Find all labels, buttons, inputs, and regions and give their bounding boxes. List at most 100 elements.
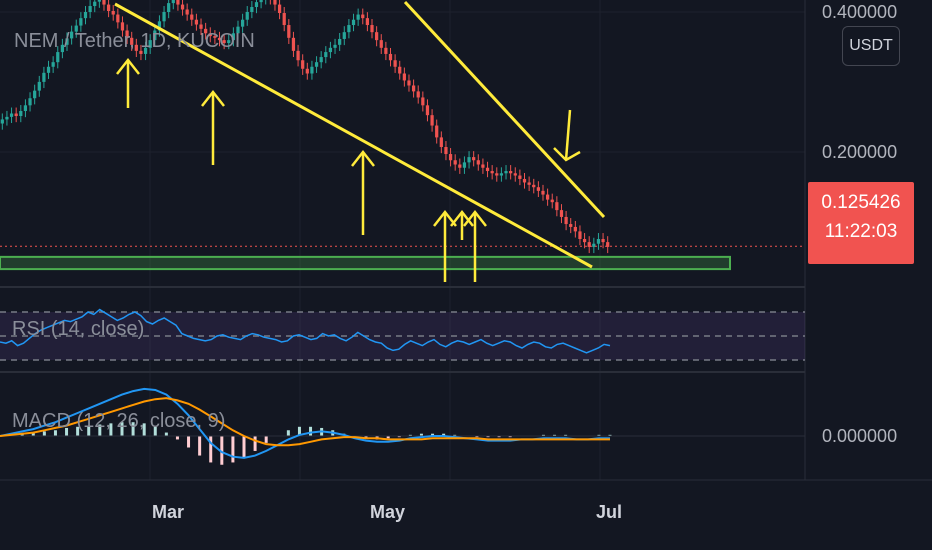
arrow-head-5 (463, 209, 487, 227)
candle-body-112 (518, 175, 522, 179)
candle-body-79 (365, 18, 370, 26)
candle-body-2 (9, 113, 14, 117)
symbol-label[interactable]: NEM / Tether, 1D, KUCOIN (14, 30, 255, 52)
trendline-upper (403, 0, 606, 219)
candle-body-21 (97, 0, 101, 2)
candle-body-110 (509, 171, 513, 174)
arrow-head-2 (351, 149, 375, 167)
candle-body-45 (208, 33, 212, 37)
candle-body-96 (444, 147, 448, 155)
candle-body-73 (338, 38, 342, 45)
candle-body-66 (305, 68, 309, 74)
x-tick-mar: Mar (152, 502, 185, 522)
candle-body-18 (83, 12, 88, 19)
candle-body-7 (33, 90, 37, 99)
arrow-head-3 (433, 209, 457, 227)
candle-body-128 (592, 243, 596, 247)
price-tick-0: 0.400000 (822, 2, 898, 22)
candle-body-30 (139, 50, 143, 54)
arrow-head-6 (553, 147, 581, 162)
candle-body-23 (106, 4, 111, 11)
candle-body-53 (245, 12, 249, 20)
candle-body-11 (51, 62, 55, 67)
arrow-head-1 (201, 89, 225, 107)
arrow-shaft-6 (564, 109, 572, 161)
candle-body-60 (277, 4, 282, 14)
candle-body-13 (60, 44, 65, 53)
candle-body-34 (157, 21, 162, 31)
signal-line (0, 397, 610, 447)
candle-body-1 (5, 116, 9, 120)
candle-body-16 (74, 25, 78, 32)
candle-body-85 (393, 60, 397, 67)
candle-body-115 (532, 184, 536, 188)
rsi-line (0, 308, 611, 354)
candle-body-113 (522, 178, 527, 183)
rsi-label[interactable]: RSI (14, close) (12, 318, 145, 340)
candle-body-38 (176, 0, 180, 5)
support-zone (0, 255, 731, 271)
candle-body-71 (328, 47, 333, 53)
arrow-head-0 (116, 57, 140, 75)
candle-body-4 (19, 111, 23, 117)
candle-body-131 (606, 242, 610, 247)
candle-body-52 (240, 19, 245, 27)
candle-body-10 (46, 66, 51, 73)
candle-body-75 (347, 25, 351, 33)
candle-body-72 (333, 44, 337, 48)
candle-body-68 (314, 62, 319, 67)
candle-body-51 (236, 26, 240, 34)
candle-body-130 (601, 239, 605, 243)
candle-body-9 (42, 72, 46, 82)
candle-body-26 (120, 22, 125, 31)
candle-body-107 (495, 173, 499, 176)
candle-body-8 (37, 81, 41, 91)
candle-body-64 (296, 50, 300, 61)
candle-body-31 (143, 47, 148, 54)
candle-body-67 (310, 66, 314, 74)
candle-body-0 (0, 119, 4, 124)
candle-body-84 (388, 53, 393, 61)
candle-body-22 (102, 0, 106, 5)
candle-body-117 (541, 190, 545, 195)
candle-body-5 (23, 105, 28, 112)
candle-body-105 (485, 167, 490, 172)
last-price: 0.125426 (821, 192, 901, 213)
candle-body-29 (134, 44, 138, 51)
candle-body-65 (301, 60, 305, 69)
candle-body-59 (273, 0, 277, 5)
candle-body-78 (361, 14, 365, 19)
candle-body-47 (217, 37, 222, 41)
candle-body-94 (435, 125, 439, 138)
currency-badge[interactable]: USDT (842, 26, 900, 66)
bar-countdown: 11:22:03 (824, 220, 898, 242)
candle-body-55 (254, 2, 259, 8)
candle-body-61 (282, 13, 286, 26)
macd-label[interactable]: MACD (12, 26, close, 9) (12, 410, 226, 432)
candle-body-81 (375, 32, 379, 41)
candle-body-101 (467, 157, 471, 163)
candle-body-42 (194, 19, 199, 25)
candle-body-99 (458, 164, 462, 168)
candle-body-89 (411, 85, 416, 92)
candle-body-40 (185, 9, 189, 15)
x-tick-jul: Jul (596, 502, 623, 522)
candle-body-69 (319, 57, 323, 63)
candle-body-50 (231, 33, 235, 41)
candle-body-100 (462, 162, 467, 168)
candle-body-80 (370, 25, 374, 33)
x-tick-may: May (370, 502, 406, 522)
candle-body-39 (180, 4, 185, 10)
candle-body-106 (490, 171, 494, 174)
price-tick-1: 0.200000 (822, 142, 898, 162)
candle-body-32 (148, 40, 152, 48)
candle-body-111 (513, 173, 517, 176)
candle-body-91 (421, 97, 425, 106)
candle-body-92 (425, 105, 430, 116)
candle-body-37 (171, 0, 175, 4)
candle-body-74 (342, 32, 346, 39)
candle-body-62 (287, 25, 291, 38)
candle-body-76 (351, 19, 356, 26)
